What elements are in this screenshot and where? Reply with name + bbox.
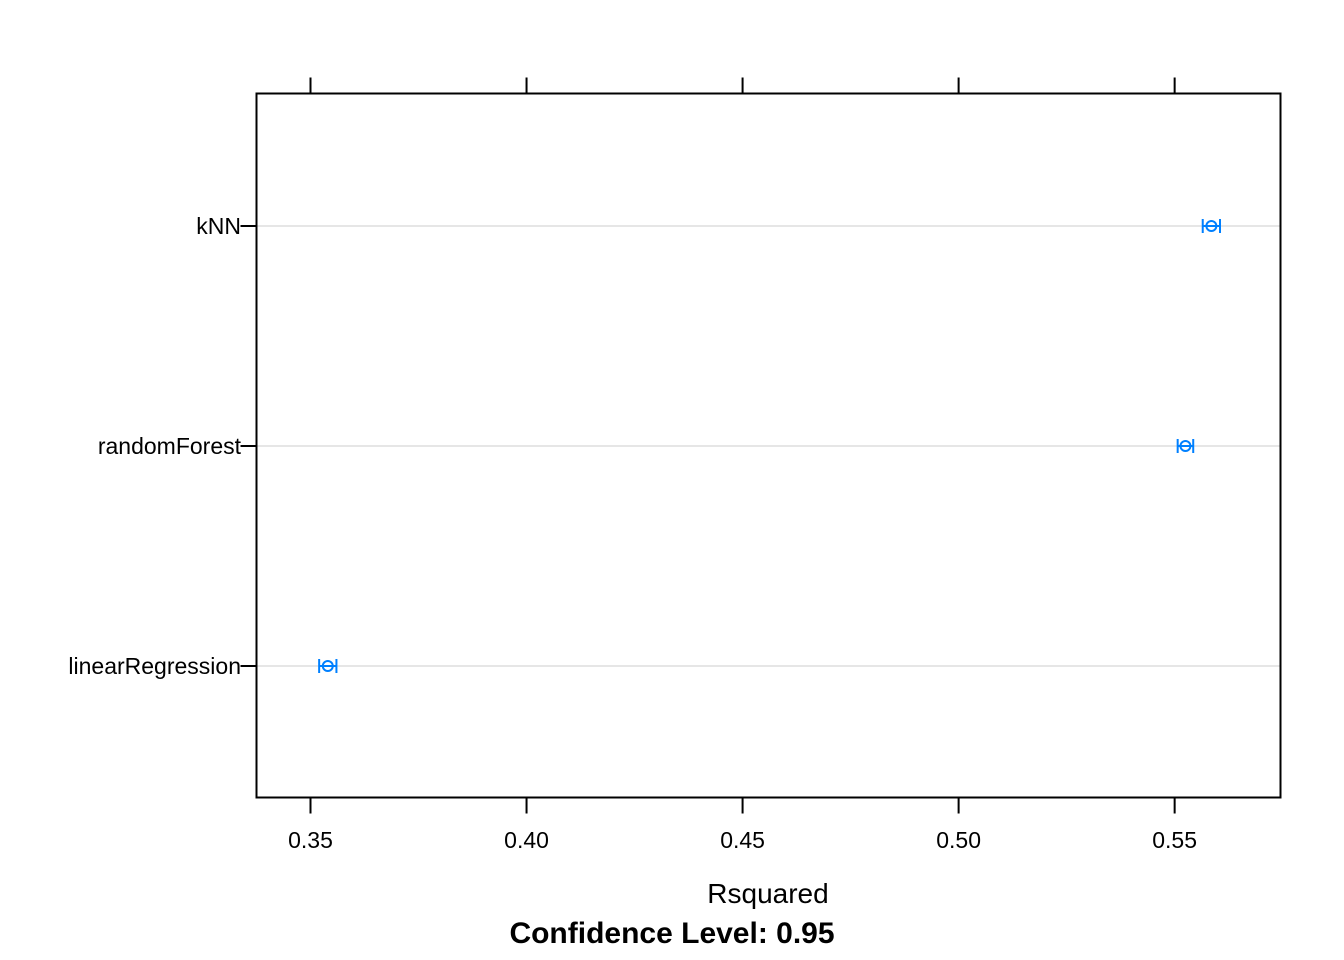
x-tick-label: 0.45: [720, 827, 765, 853]
y-axis-category-labels: kNN randomForest linearRegression: [68, 213, 241, 679]
estimate-point: [1205, 220, 1218, 232]
category-label: linearRegression: [68, 653, 241, 679]
confidence-level-caption: Confidence Level: 0.95: [509, 917, 834, 950]
x-axis-label: Rsquared: [707, 878, 828, 909]
x-tick-label: 0.35: [288, 827, 333, 853]
interval-marker: [1201, 219, 1222, 233]
grid-lines: [257, 225, 1280, 667]
x-axis-ticks: 0.35 0.40 0.45 0.50 0.55: [240, 77, 1197, 853]
estimate-point: [1179, 440, 1192, 452]
interval-markers: [318, 219, 1222, 673]
x-tick-label: 0.50: [936, 827, 981, 853]
estimate-point: [321, 660, 334, 672]
category-label: kNN: [196, 213, 241, 239]
interval-marker: [1176, 439, 1195, 453]
x-tick-label: 0.40: [504, 827, 549, 853]
interval-marker: [318, 659, 338, 673]
category-label: randomForest: [98, 433, 242, 459]
x-tick-label: 0.55: [1152, 827, 1197, 853]
